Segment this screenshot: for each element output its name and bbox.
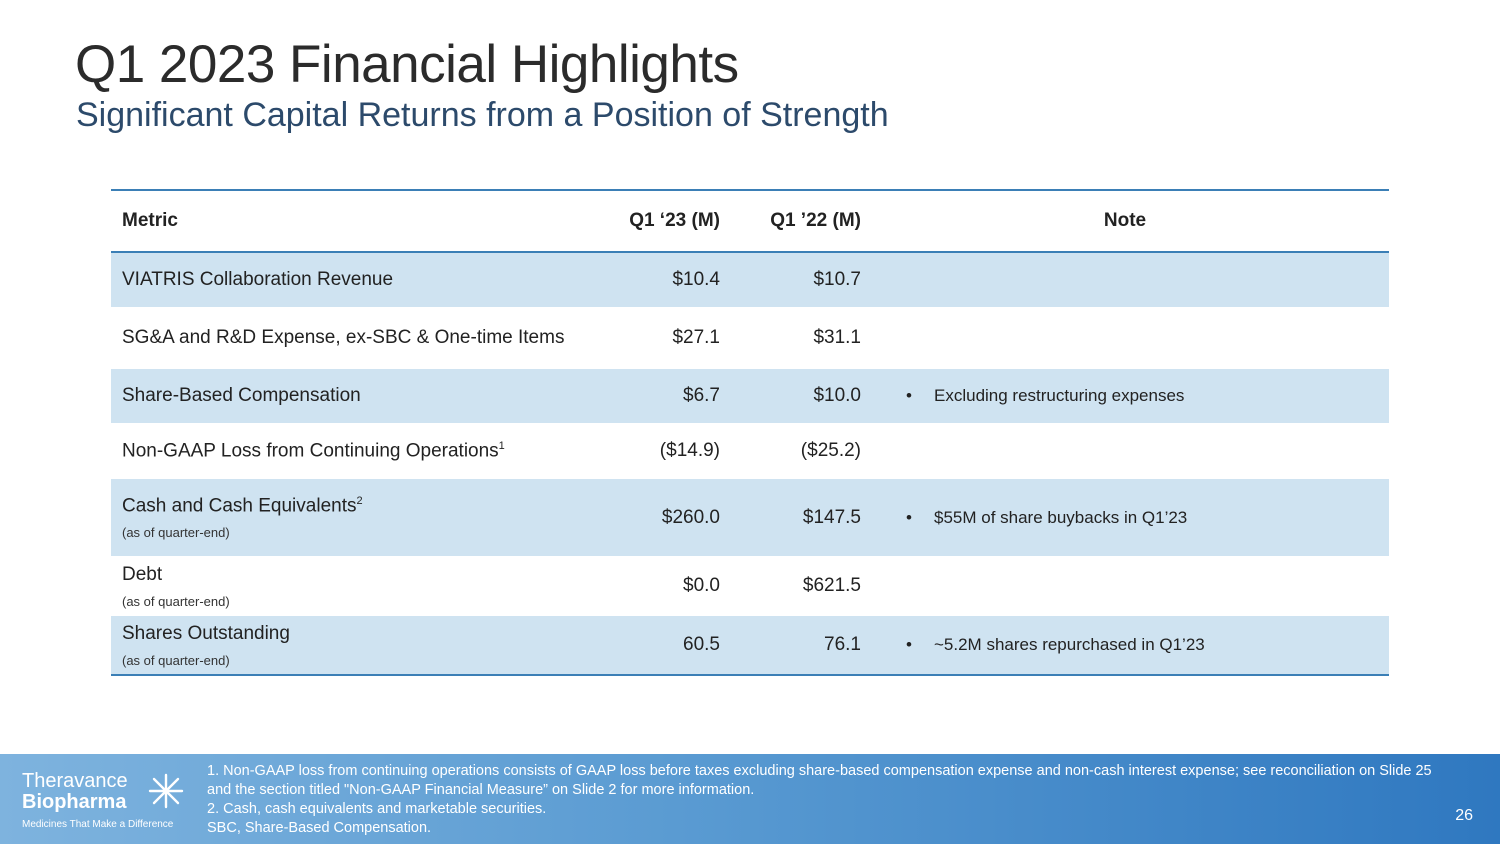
table-row: VIATRIS Collaboration Revenue $10.4 $10.… — [111, 253, 1389, 307]
q1-22-value: $147.5 — [802, 506, 861, 528]
footnote-2: 2. Cash, cash equivalents and marketable… — [207, 801, 547, 817]
note-cell: • $55M of share buybacks in Q1’23 — [861, 508, 1389, 528]
company-logo: Theravance Biopharma Medicines That Make… — [22, 770, 184, 830]
header-note: Note — [1103, 210, 1147, 231]
metric-cell: Debt (as of quarter-end) — [111, 564, 571, 609]
q1-23-value: $260.0 — [661, 506, 720, 528]
slide-subtitle: Significant Capital Returns from a Posit… — [76, 96, 889, 134]
metric-label: Shares Outstanding — [122, 622, 290, 644]
starburst-logo-icon — [148, 773, 184, 809]
q1-22-value: $10.0 — [813, 385, 861, 406]
metric-cell: VIATRIS Collaboration Revenue — [111, 269, 571, 291]
q1-23-value: $0.0 — [683, 575, 720, 596]
q1-22-value: ($25.2) — [800, 440, 861, 461]
header-q1-23: Q1 ‘23 (M) — [629, 210, 720, 231]
metric-label: Cash and Cash Equivalents — [122, 495, 357, 517]
q1-22-value: 76.1 — [824, 634, 861, 655]
table-row: Cash and Cash Equivalents2 (as of quarter… — [111, 479, 1389, 556]
footer-band: Theravance Biopharma Medicines That Make… — [0, 754, 1500, 844]
header-metric: Metric — [122, 210, 178, 231]
q1-23-value: 60.5 — [683, 634, 720, 655]
metric-cell: Share-Based Compensation — [111, 385, 571, 407]
footnote-abbrev: SBC, Share-Based Compensation. — [207, 820, 432, 836]
note-cell: • ~5.2M shares repurchased in Q1’23 — [861, 635, 1389, 655]
metric-sublabel: (as of quarter-end) — [122, 652, 230, 668]
footnote-marker: 1 — [498, 439, 505, 452]
table-header-row: Metric Q1 ‘23 (M) Q1 ’22 (M) Note — [111, 191, 1389, 253]
footnotes: 1. Non-GAAP loss from continuing operati… — [207, 762, 1457, 838]
note-text: ~5.2M shares repurchased in Q1’23 — [934, 635, 1205, 654]
financial-highlights-table: Metric Q1 ‘23 (M) Q1 ’22 (M) Note VIATRI… — [111, 189, 1389, 676]
bullet-icon: • — [906, 507, 912, 527]
metric-cell: Non-GAAP Loss from Continuing Operations… — [111, 440, 571, 462]
metric-label: Debt — [122, 563, 163, 585]
slide-title: Q1 2023 Financial Highlights — [75, 35, 739, 94]
bullet-icon: • — [906, 635, 912, 654]
metric-label: Share-Based Compensation — [122, 385, 361, 406]
table-row: Non-GAAP Loss from Continuing Operations… — [111, 423, 1389, 479]
page-number: 26 — [1455, 807, 1473, 824]
logo-tagline: Medicines That Make a Difference — [22, 819, 174, 830]
bullet-icon: • — [906, 386, 912, 405]
metric-sublabel: (as of quarter-end) — [122, 593, 230, 609]
note-text: Excluding restructuring expenses — [934, 386, 1185, 405]
metric-label: VIATRIS Collaboration Revenue — [122, 269, 394, 290]
logo-line2: Biopharma — [22, 791, 127, 813]
q1-23-value: ($14.9) — [659, 440, 720, 461]
footnote-1: 1. Non-GAAP loss from continuing operati… — [207, 763, 1440, 798]
metric-label: SG&A and R&D Expense, ex-SBC & One-time … — [122, 327, 565, 348]
q1-23-value: $10.4 — [672, 269, 720, 290]
q1-22-value: $10.7 — [813, 269, 861, 290]
table-row: Share-Based Compensation $6.7 $10.0 • Exc… — [111, 369, 1389, 423]
logo-line1: Theravance — [22, 770, 128, 792]
metric-cell: SG&A and R&D Expense, ex-SBC & One-time … — [111, 327, 571, 349]
table-row: Debt (as of quarter-end) $0.0 $621.5 — [111, 556, 1389, 616]
note-text: $55M of share buybacks in Q1’23 — [934, 507, 1188, 527]
metric-sublabel: (as of quarter-end) — [122, 525, 230, 541]
q1-23-value: $27.1 — [672, 327, 720, 348]
table-row: SG&A and R&D Expense, ex-SBC & One-time … — [111, 307, 1389, 369]
q1-22-value: $621.5 — [802, 575, 861, 596]
header-q1-22: Q1 ’22 (M) — [770, 210, 861, 231]
metric-cell: Cash and Cash Equivalents2 (as of quarter… — [111, 495, 571, 540]
metric-label: Non-GAAP Loss from Continuing Operations — [122, 440, 499, 462]
note-cell: • Excluding restructuring expenses — [861, 386, 1389, 406]
q1-22-value: $31.1 — [813, 327, 861, 348]
metric-cell: Shares Outstanding (as of quarter-end) — [111, 623, 571, 668]
table-row: Shares Outstanding (as of quarter-end) 60… — [111, 616, 1389, 674]
q1-23-value: $6.7 — [683, 385, 720, 406]
footnote-marker: 2 — [356, 494, 363, 507]
